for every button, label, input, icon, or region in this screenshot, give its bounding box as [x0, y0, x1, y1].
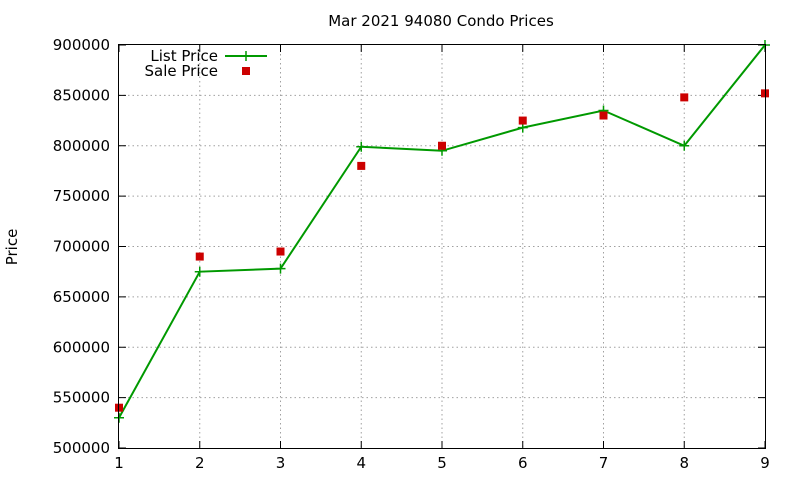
y-tick-label: 850000: [53, 86, 110, 104]
grid: [119, 45, 765, 448]
data-point: [679, 140, 690, 151]
x-tick-label: 9: [760, 454, 770, 472]
y-tick-label: 600000: [53, 338, 110, 356]
y-axis-label: Price: [3, 229, 21, 266]
data-point: [195, 252, 204, 261]
x-tick-label: 6: [518, 454, 528, 472]
series-line: [118, 44, 766, 419]
y-tick-label: 700000: [53, 238, 110, 256]
data-point: [438, 141, 446, 150]
legend-marker: [242, 67, 250, 75]
x-tick-label: 4: [356, 454, 366, 472]
legend-label-list-price: List Price: [150, 47, 218, 65]
data-point: [276, 247, 285, 256]
x-tick-label: 7: [599, 454, 609, 472]
data-point: [357, 161, 366, 170]
x-tick-label: 8: [679, 454, 689, 472]
plot-frame: [118, 44, 766, 449]
y-tick-label: 650000: [53, 288, 110, 306]
x-tick-label: 2: [195, 454, 205, 472]
x-tick-label: 1: [114, 454, 124, 472]
y-tick-label: 900000: [53, 36, 110, 54]
chart-title: Mar 2021 94080 Condo Prices: [328, 12, 554, 30]
data-point: [599, 111, 608, 120]
legend-sample-list-price: [225, 51, 267, 61]
legend-marker: [241, 51, 251, 61]
data-point: [518, 116, 527, 125]
x-tick-label: 3: [276, 454, 286, 472]
legend-label-sale-price: Sale Price: [145, 62, 218, 80]
data-point: [680, 93, 689, 102]
legend: List Price Sale Price: [145, 47, 267, 80]
data-point: [275, 263, 286, 274]
series-sale-price: [115, 89, 769, 412]
x-tick-label: 5: [437, 454, 447, 472]
legend-sample-sale-price: [242, 67, 250, 75]
axis-ticks: 500000 550000 600000 650000 700000 750000 8000…: [53, 36, 770, 472]
data-point: [356, 141, 367, 152]
y-tick-label: 800000: [53, 137, 110, 155]
data-point: [194, 266, 205, 277]
y-tick-label: 750000: [53, 187, 110, 205]
y-tick-label: 500000: [53, 439, 110, 457]
y-tick-label: 550000: [53, 389, 110, 407]
